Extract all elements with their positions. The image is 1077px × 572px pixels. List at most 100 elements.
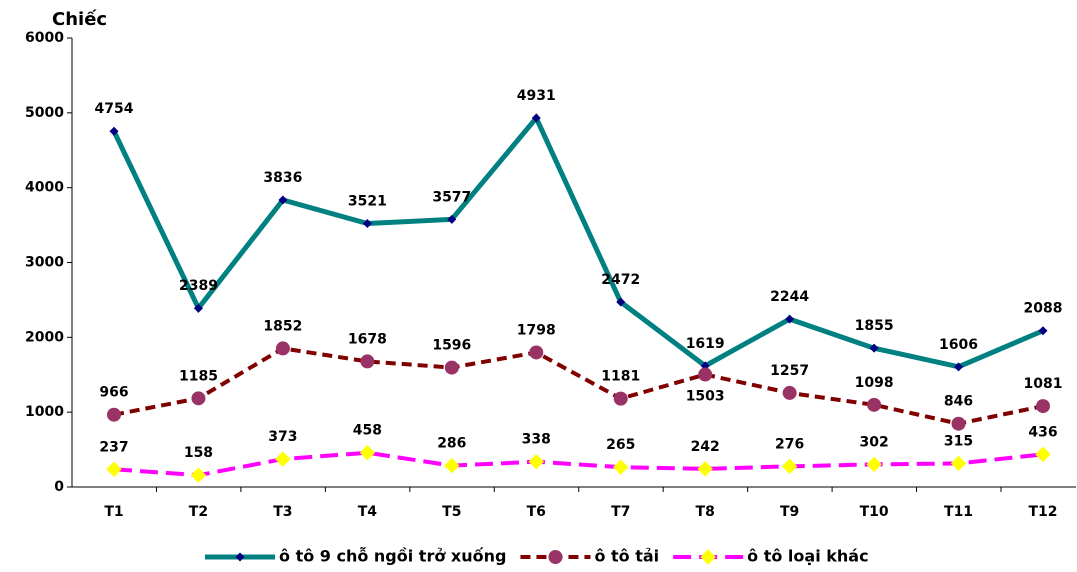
legend-marker <box>235 552 245 562</box>
data-label: 1852 <box>263 318 302 334</box>
data-label: 2472 <box>601 272 640 288</box>
data-label: 2088 <box>1024 301 1063 317</box>
data-point <box>529 345 544 360</box>
data-point <box>362 219 372 229</box>
y-tick-label: 1000 <box>25 404 64 420</box>
data-point <box>1038 326 1048 336</box>
data-point <box>782 385 797 400</box>
y-tick-label: 0 <box>54 479 64 495</box>
data-label: 458 <box>353 423 382 439</box>
data-label: 242 <box>691 439 720 455</box>
x-tick-label: T1 <box>104 504 123 520</box>
series-line <box>113 346 1044 426</box>
data-point <box>447 214 457 224</box>
data-point <box>193 303 203 313</box>
data-point <box>785 314 795 324</box>
data-label: 237 <box>99 439 128 455</box>
x-tick-label: T7 <box>611 504 630 520</box>
data-label: 2389 <box>179 278 218 294</box>
data-point <box>107 407 121 422</box>
data-label: 1185 <box>179 368 218 384</box>
data-label: 1678 <box>348 331 387 347</box>
data-label: 4931 <box>517 88 556 104</box>
data-label: 338 <box>522 432 551 448</box>
data-label: 1257 <box>770 363 809 379</box>
data-point <box>697 461 713 477</box>
data-label: 1503 <box>686 389 725 405</box>
x-tick-label: T9 <box>780 504 799 520</box>
data-point <box>613 391 628 406</box>
data-label: 1798 <box>517 322 556 338</box>
data-label: 1606 <box>939 337 978 353</box>
data-point <box>190 467 207 483</box>
data-point <box>951 416 966 431</box>
data-point <box>867 397 882 412</box>
data-label: 315 <box>944 433 973 449</box>
data-label: 846 <box>944 394 973 410</box>
legend-label: ô tô tải <box>594 547 659 566</box>
data-label: 3577 <box>432 189 471 205</box>
data-label: 302 <box>859 434 888 450</box>
data-point <box>360 354 375 369</box>
data-label: 3836 <box>263 170 302 186</box>
data-label: 2244 <box>770 289 809 305</box>
legend-label: ô tô 9 chỗ ngồi trở xuống <box>279 547 506 566</box>
data-label: 3521 <box>348 194 387 210</box>
x-tick-label: T8 <box>696 504 715 520</box>
data-label: 276 <box>775 436 804 452</box>
x-tick-label: T3 <box>273 504 292 520</box>
data-label: 158 <box>184 445 213 461</box>
y-tick-label: 2000 <box>25 329 64 345</box>
data-point <box>866 456 882 473</box>
data-point <box>444 360 459 375</box>
data-label: 966 <box>99 385 128 401</box>
y-tick-label: 5000 <box>25 105 64 121</box>
x-tick-label: T12 <box>1028 504 1057 520</box>
data-point <box>531 113 541 123</box>
data-point <box>275 341 290 356</box>
x-tick-label: T2 <box>189 504 208 520</box>
x-tick-label: T10 <box>860 504 889 520</box>
y-tick-label: 6000 <box>25 30 64 46</box>
data-point <box>1035 446 1051 463</box>
data-label: 1098 <box>855 375 894 391</box>
data-point <box>444 457 460 474</box>
data-label: 4754 <box>95 101 134 117</box>
data-label: 265 <box>606 437 635 453</box>
data-point <box>191 391 206 406</box>
y-tick-label: 3000 <box>25 255 64 271</box>
x-tick-label: T6 <box>527 504 546 520</box>
y-tick-label: 4000 <box>25 180 64 196</box>
data-label: 1855 <box>855 318 894 334</box>
data-point <box>613 459 629 475</box>
x-tick-label: T4 <box>358 504 378 520</box>
legend-marker <box>700 549 716 565</box>
data-point <box>1036 399 1050 414</box>
y-axis-label: Chiếc <box>52 9 107 30</box>
data-point <box>359 445 376 461</box>
series-line <box>113 450 1044 478</box>
data-label: 1081 <box>1024 376 1063 392</box>
legend-label: ô tô loại khác <box>747 547 868 566</box>
data-point <box>109 126 119 136</box>
x-tick-label: T11 <box>944 504 973 520</box>
data-label: 1619 <box>686 336 725 352</box>
data-point <box>278 195 288 205</box>
x-tick-label: T5 <box>442 504 461 520</box>
data-point <box>698 367 713 382</box>
data-point <box>950 455 967 472</box>
data-point <box>528 453 544 470</box>
data-point <box>616 297 626 307</box>
series-line <box>111 113 1044 370</box>
legend-marker <box>548 550 563 564</box>
data-label: 373 <box>268 429 297 445</box>
data-label: 436 <box>1028 424 1057 440</box>
data-label: 286 <box>437 436 466 452</box>
data-point <box>781 458 798 475</box>
data-label: 1596 <box>432 338 471 354</box>
data-point <box>869 343 879 353</box>
data-point <box>275 451 291 467</box>
data-point <box>954 362 964 372</box>
data-label: 1181 <box>601 369 640 385</box>
